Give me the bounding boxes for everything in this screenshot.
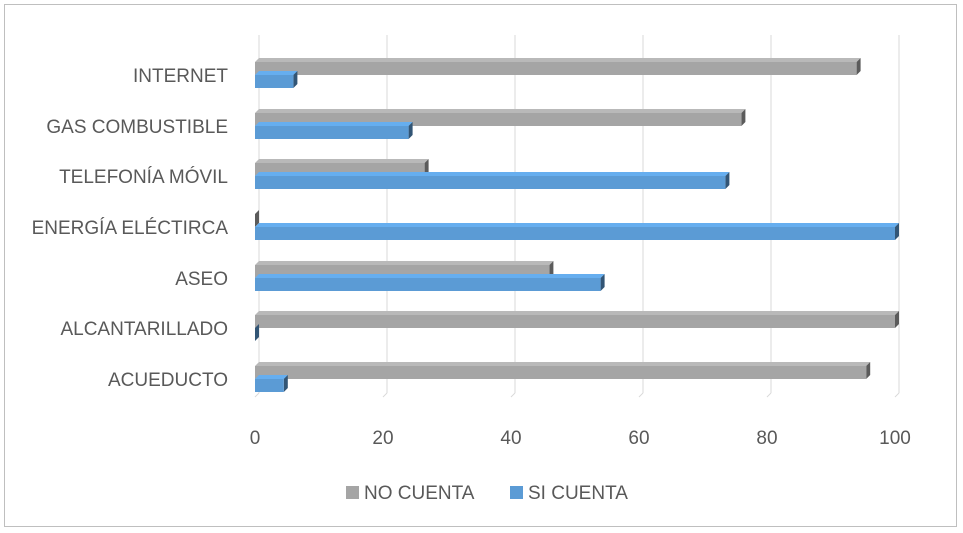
legend-label: NO CUENTA [364, 483, 475, 504]
bar-si-cuenta-aseo [255, 274, 605, 291]
gridline-floor-80 [766, 392, 772, 398]
category-label: INTERNET [133, 66, 228, 87]
bar-no-cuenta-acueducto [255, 362, 871, 379]
x-tick-label: 60 [628, 428, 649, 449]
legend-item-si-cuenta: SI CUENTA [510, 483, 628, 504]
bar-si-cuenta-energ-a-el-ctirca [255, 223, 899, 240]
bar-si-cuenta-internet [255, 71, 298, 88]
gridline-floor-60 [638, 392, 644, 398]
tick-labels: 0 20 40 60 80 100 [250, 428, 911, 449]
bar-no-cuenta-internet [255, 58, 861, 75]
legend-swatch [510, 486, 523, 499]
category-label: ASEO [175, 269, 228, 290]
bars [255, 58, 899, 392]
gridline-floor-20 [382, 392, 388, 398]
category-label: ENERGÍA ELÉCTIRCA [32, 218, 229, 239]
gridline-floor-0 [254, 392, 260, 398]
bar-si-cuenta-acueducto [255, 375, 288, 392]
x-tick-label: 40 [500, 428, 521, 449]
x-tick-label: 100 [879, 428, 911, 449]
gridlines [254, 35, 900, 398]
bar-no-cuenta-alcantarillado [255, 311, 899, 328]
legend-item-no-cuenta: NO CUENTA [346, 483, 475, 504]
category-labels: ACUEDUCTO ALCANTARILLADO ASEO ENERGÍA ELÉCT… [32, 66, 229, 391]
category-label: ACUEDUCTO [108, 370, 228, 391]
bar-si-cuenta-telefon-a-m-vil [255, 172, 730, 189]
x-tick-label: 20 [372, 428, 393, 449]
x-tick-label: 0 [250, 428, 261, 449]
bar-si-cuenta-gas-combustible [255, 122, 413, 139]
x-tick-label: 80 [756, 428, 777, 449]
gridline-floor-100 [894, 392, 900, 398]
gridline-floor-40 [510, 392, 516, 398]
bar-si-cuenta-alcantarillado [255, 324, 259, 341]
category-label: ALCANTARILLADO [60, 319, 228, 340]
legend: NO CUENTA SI CUENTA [346, 483, 628, 504]
legend-swatch [346, 486, 359, 499]
bar-no-cuenta-energ-a-el-ctirca [255, 210, 259, 227]
category-label: GAS COMBUSTIBLE [46, 117, 228, 138]
legend-label: SI CUENTA [528, 483, 628, 504]
category-label: TELEFONÍA MÓVIL [59, 166, 228, 188]
